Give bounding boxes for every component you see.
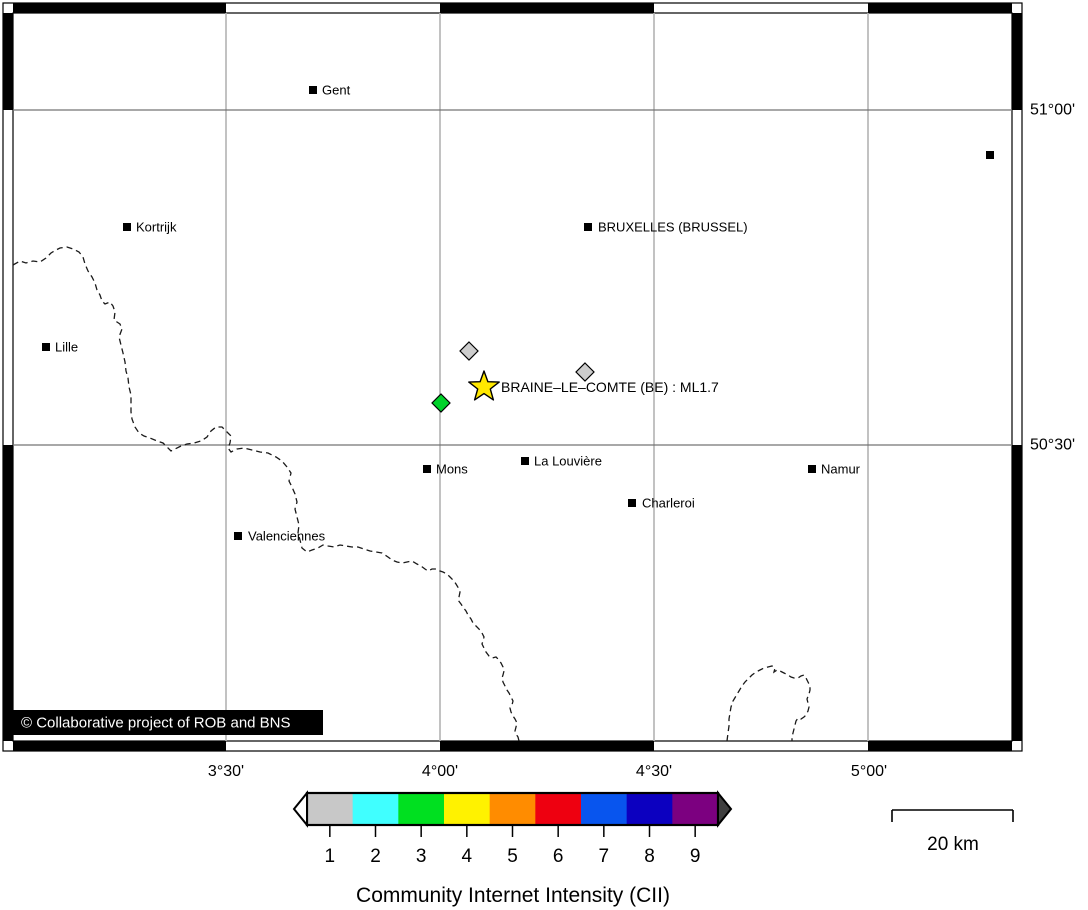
copyright-text: © Collaborative project of ROB and BNS <box>21 715 291 732</box>
lon-label-4-00: 4°00' <box>422 763 458 780</box>
city-label-la-louviere: La Louvière <box>534 454 602 469</box>
scalebar-bracket <box>891 809 1014 822</box>
colorbar-segments <box>307 793 719 825</box>
city-label-charleroi: Charleroi <box>642 496 695 511</box>
city-label-bruxelles: BRUXELLES (BRUSSEL) <box>598 220 748 235</box>
city-marker-mons <box>423 465 431 473</box>
scalebar-label: 20 km <box>927 834 979 855</box>
map-inner-boundary <box>12 12 1013 742</box>
colorbar-tick-label-6: 6 <box>553 846 564 867</box>
city-label-gent: Gent <box>322 83 351 98</box>
city-marker-namur <box>808 465 816 473</box>
city-label-valenciennes: Valenciennes <box>248 529 326 544</box>
frame-segment <box>1012 445 1022 741</box>
colorbar-segment-4 <box>444 793 491 825</box>
colorbar-ticks <box>329 825 696 837</box>
lon-label-5-00: 5°00' <box>851 763 887 780</box>
colorbar-tick-labels: 1 2 3 4 5 6 7 8 9 <box>325 846 701 867</box>
frame-segment <box>3 13 13 110</box>
city-marker-kortrijk <box>123 223 131 231</box>
scalebar: 20 km <box>891 809 1014 855</box>
colorbar-tick-label-2: 2 <box>370 846 381 867</box>
colorbar-tick-label-1: 1 <box>325 846 336 867</box>
colorbar-segment-1 <box>307 793 354 825</box>
colorbar-segment-3 <box>398 793 445 825</box>
lon-label-3-30: 3°30' <box>208 763 244 780</box>
frame-segment <box>868 741 1012 751</box>
lat-label-50-30: 50°30' <box>1030 437 1075 454</box>
axis-annotations: 3°30' 4°00' 4°30' 5°00' 51°00' 50°30' <box>208 102 1075 781</box>
lon-label-4-30: 4°30' <box>636 763 672 780</box>
colorbar: 1 2 3 4 5 6 7 8 9 Community Internet Intensity (… <box>292 790 733 907</box>
frame-segment <box>13 741 226 751</box>
city-marker-lille <box>42 343 50 351</box>
colorbar-segment-5 <box>489 793 536 825</box>
graticule <box>13 13 1012 741</box>
intensity-diamond-cii1-a <box>459 341 479 361</box>
map-frame <box>2 2 1023 752</box>
colorbar-tick-label-8: 8 <box>644 846 655 867</box>
city-marker-gent <box>309 86 317 94</box>
intensity-diamond-cii1-b <box>575 362 595 382</box>
lat-label-51-00: 51°00' <box>1030 102 1075 119</box>
colorbar-tick-label-7: 7 <box>599 846 610 867</box>
frame-segment <box>868 3 1012 13</box>
epicenter-star <box>468 370 500 401</box>
intensity-diamond-cii3 <box>431 393 451 413</box>
border-lines <box>12 246 811 742</box>
border-path-france-belgium <box>12 246 520 742</box>
city-label-mons: Mons <box>436 462 468 477</box>
colorbar-right-arrow-icon <box>717 790 733 828</box>
frame-segment <box>440 741 654 751</box>
colorbar-tick-label-3: 3 <box>416 846 427 867</box>
border-path-givet-salient <box>726 665 811 742</box>
epicenter: BRAINE–LE–COMTE (BE) : ML1.7 <box>468 370 719 401</box>
frame-segment <box>1012 13 1022 110</box>
city-label-kortrijk: Kortrijk <box>136 220 177 235</box>
city-label-namur: Namur <box>821 462 861 477</box>
colorbar-left-arrow-icon <box>292 790 308 828</box>
colorbar-tick-label-9: 9 <box>690 846 701 867</box>
city-label-lille: Lille <box>55 340 78 355</box>
colorbar-segment-2 <box>352 793 399 825</box>
colorbar-segment-9 <box>672 793 719 825</box>
city-marker-la-louviere <box>521 457 529 465</box>
event-label: BRAINE–LE–COMTE (BE) : ML1.7 <box>501 379 719 395</box>
colorbar-segment-7 <box>581 793 628 825</box>
copyright: © Collaborative project of ROB and BNS <box>13 710 323 735</box>
cii-observations <box>431 341 595 413</box>
colorbar-tick-label-4: 4 <box>462 846 473 867</box>
city-marker-valenciennes <box>234 532 242 540</box>
city-marker-charleroi <box>628 499 636 507</box>
colorbar-segment-8 <box>626 793 673 825</box>
copyright-box <box>13 710 323 735</box>
city-marker-unnamed <box>986 151 994 159</box>
colorbar-segment-6 <box>535 793 582 825</box>
frame-segment <box>13 3 226 13</box>
city-marker-bruxelles <box>584 223 592 231</box>
cities: Gent Kortrijk Lille BRUXELLES (BRUSSEL) … <box>42 83 994 544</box>
frame-segment <box>3 445 13 741</box>
frame-segment <box>440 3 654 13</box>
colorbar-tick-label-5: 5 <box>507 846 518 867</box>
colorbar-title: Community Internet Intensity (CII) <box>356 884 670 907</box>
